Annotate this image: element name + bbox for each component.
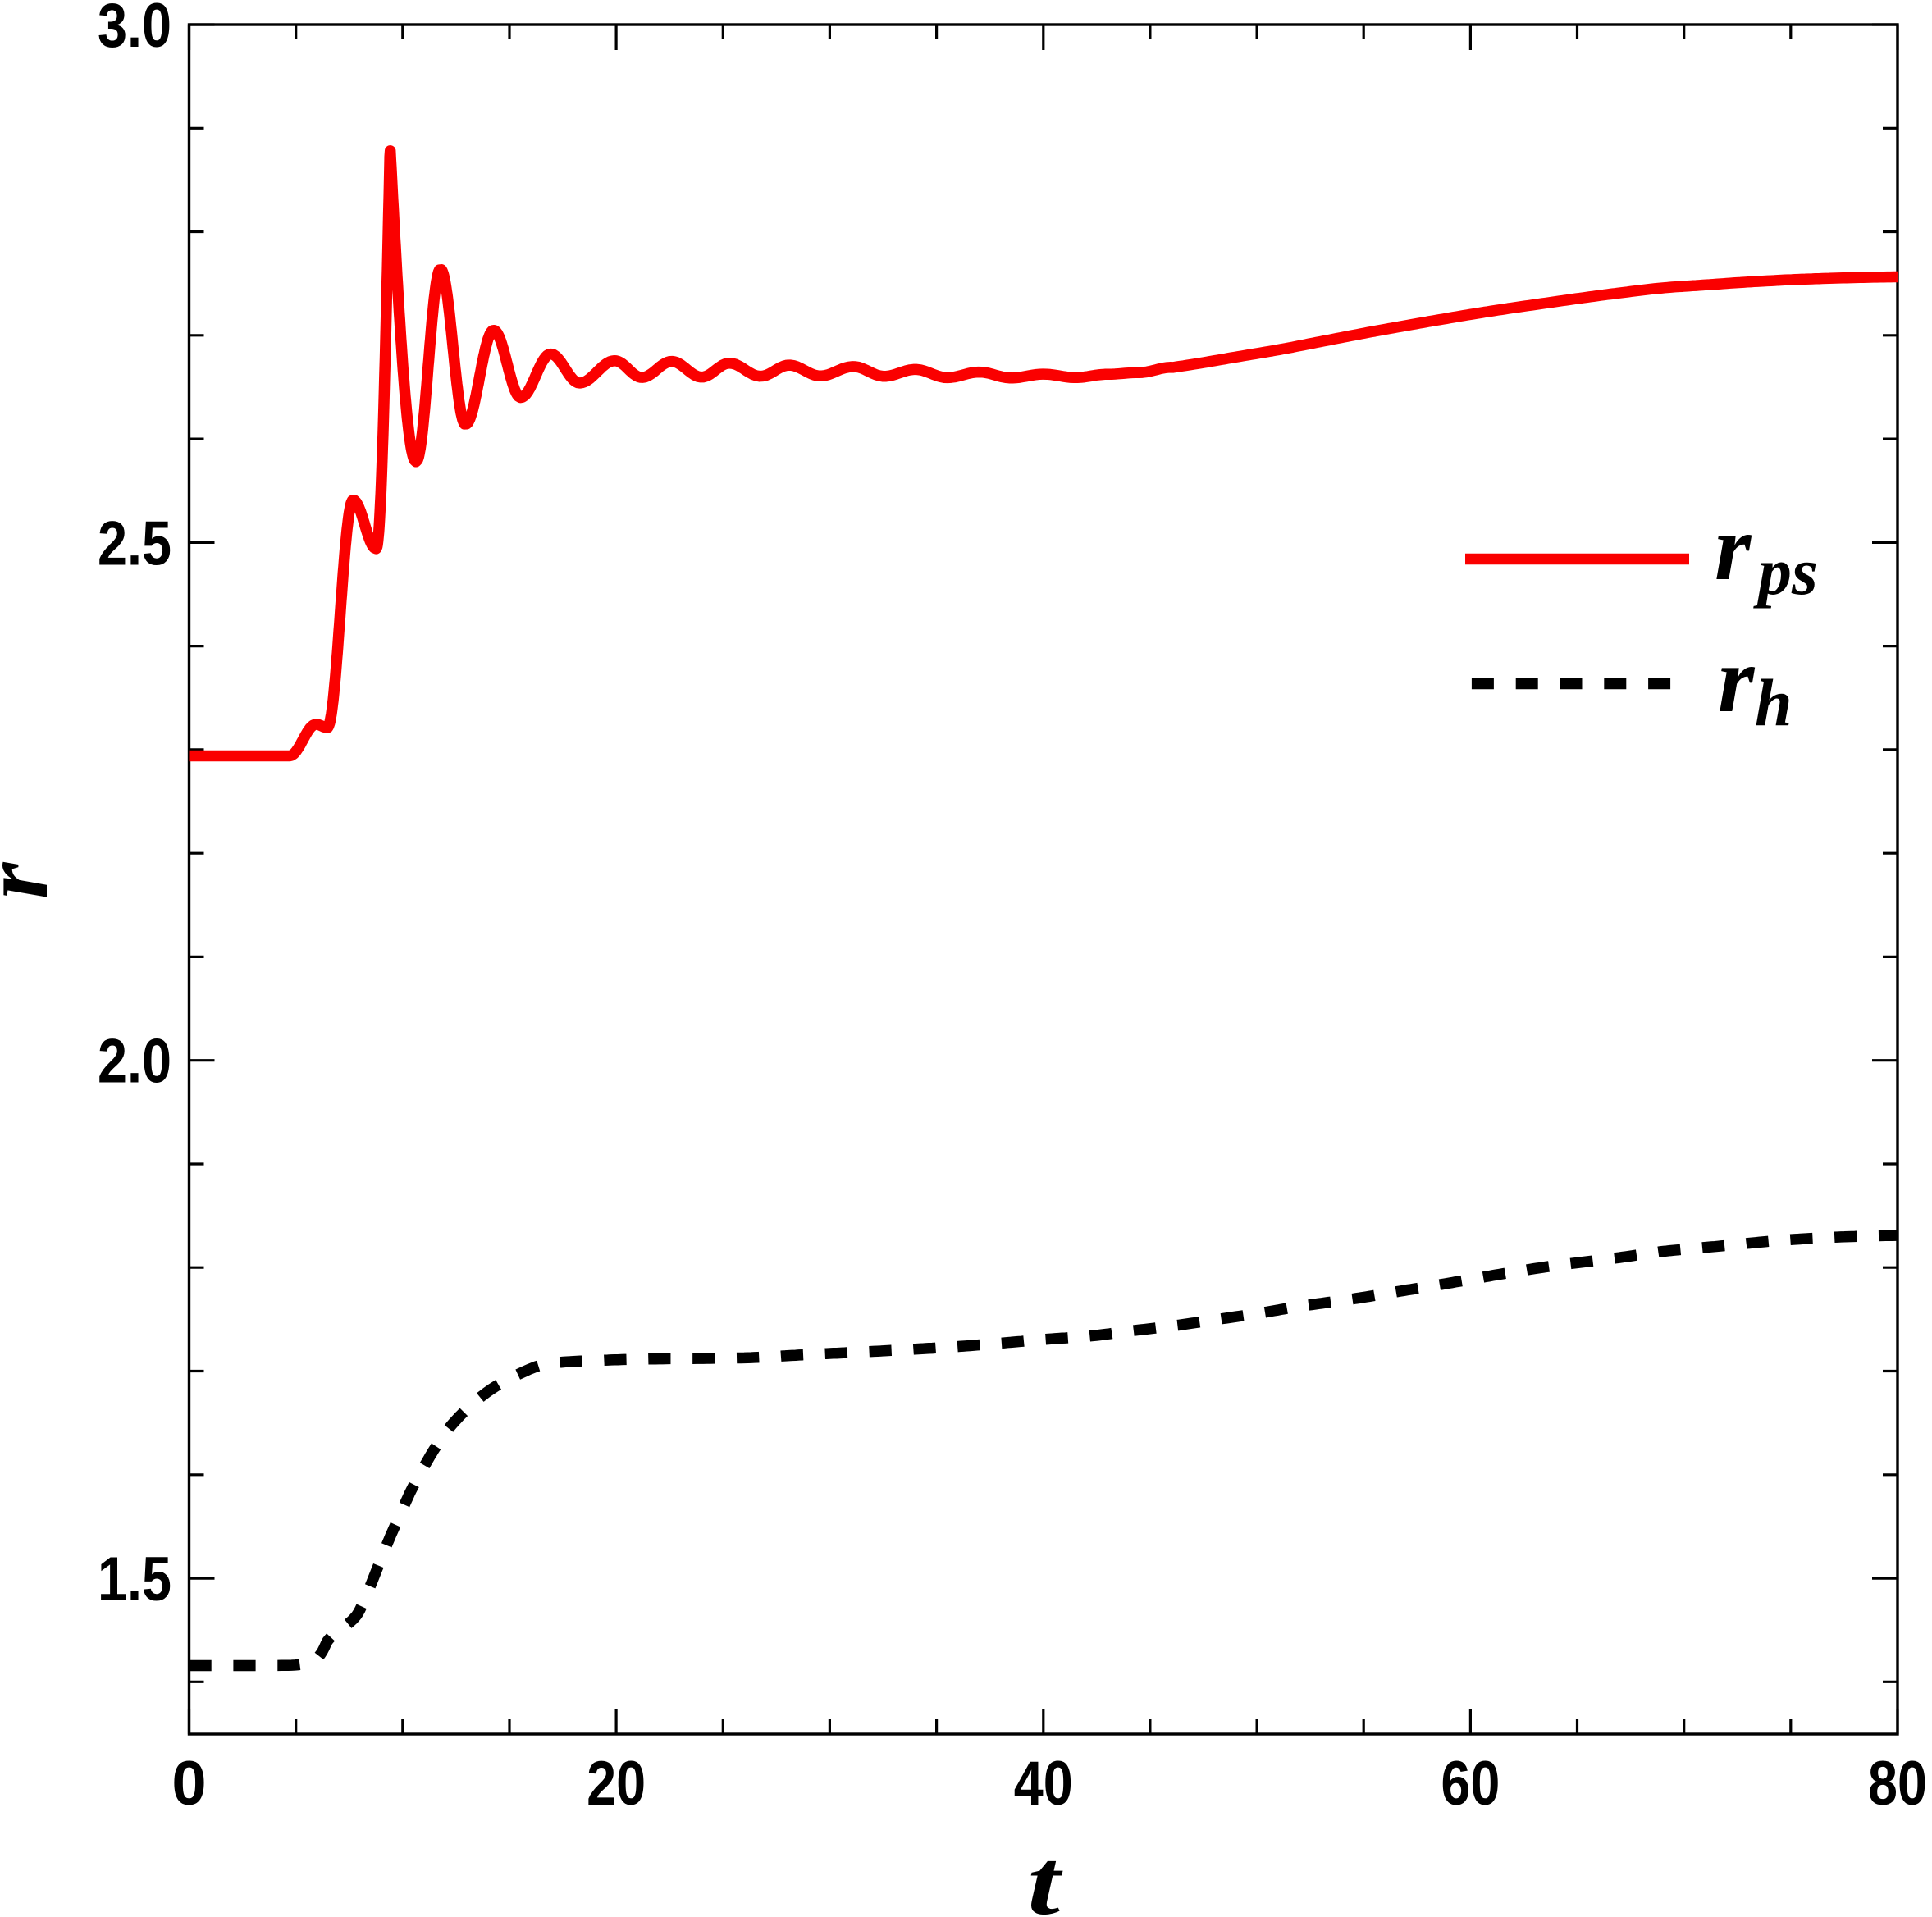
svg-text:r: r <box>1718 628 1756 732</box>
svg-text:r: r <box>0 861 67 899</box>
svg-text:2.5: 2.5 <box>98 509 171 578</box>
svg-text:h: h <box>1755 665 1793 740</box>
svg-text:2.0: 2.0 <box>98 1027 171 1097</box>
svg-text:80: 80 <box>1868 1749 1927 1819</box>
svg-text:0: 0 <box>171 1749 206 1819</box>
svg-text:40: 40 <box>1014 1749 1073 1819</box>
svg-text:3.0: 3.0 <box>98 0 171 61</box>
svg-text:1.5: 1.5 <box>98 1545 171 1614</box>
svg-text:r: r <box>1715 495 1752 600</box>
svg-text:20: 20 <box>587 1749 646 1819</box>
svg-text:ps: ps <box>1753 534 1818 609</box>
svg-text:60: 60 <box>1441 1749 1500 1819</box>
svg-text:t: t <box>1027 1830 1063 1917</box>
